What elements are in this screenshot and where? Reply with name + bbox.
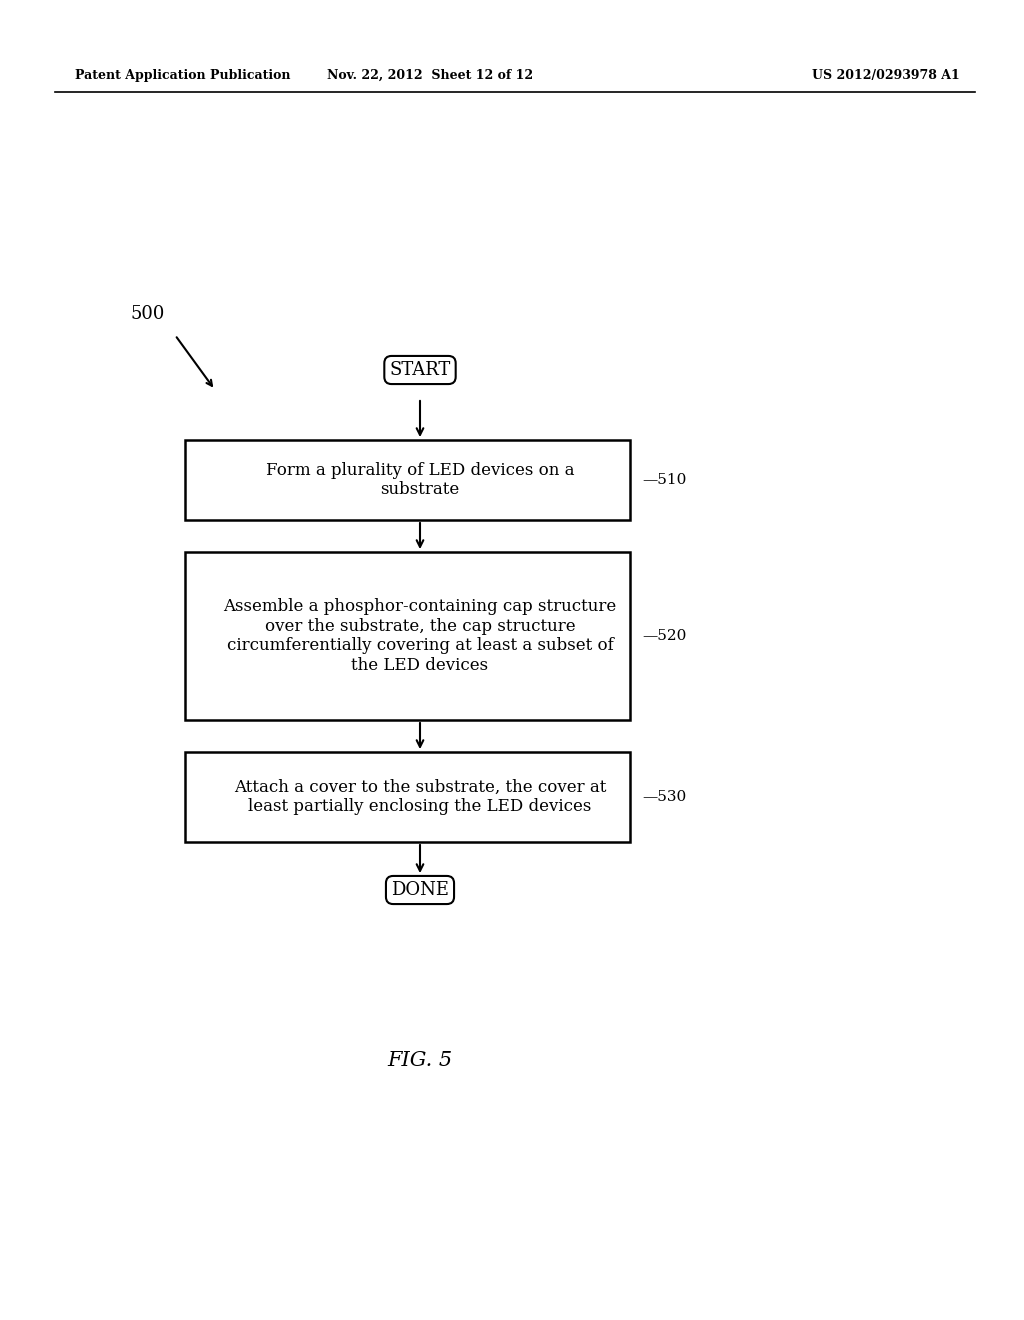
Text: —520: —520 — [642, 630, 686, 643]
Text: Patent Application Publication: Patent Application Publication — [75, 69, 291, 82]
FancyBboxPatch shape — [185, 552, 630, 719]
Text: 500: 500 — [130, 305, 165, 323]
Text: FIG. 5: FIG. 5 — [387, 1051, 453, 1069]
Text: DONE: DONE — [391, 880, 449, 899]
FancyBboxPatch shape — [185, 440, 630, 520]
Text: Nov. 22, 2012  Sheet 12 of 12: Nov. 22, 2012 Sheet 12 of 12 — [327, 69, 534, 82]
Text: Form a plurality of LED devices on a
substrate: Form a plurality of LED devices on a sub… — [266, 462, 574, 498]
Text: —510: —510 — [642, 473, 686, 487]
FancyBboxPatch shape — [185, 752, 630, 842]
Text: —530: —530 — [642, 789, 686, 804]
Text: START: START — [389, 360, 451, 379]
Text: Attach a cover to the substrate, the cover at
least partially enclosing the LED : Attach a cover to the substrate, the cov… — [233, 779, 606, 816]
Text: US 2012/0293978 A1: US 2012/0293978 A1 — [812, 69, 961, 82]
Text: Assemble a phosphor-containing cap structure
over the substrate, the cap structu: Assemble a phosphor-containing cap struc… — [223, 598, 616, 675]
